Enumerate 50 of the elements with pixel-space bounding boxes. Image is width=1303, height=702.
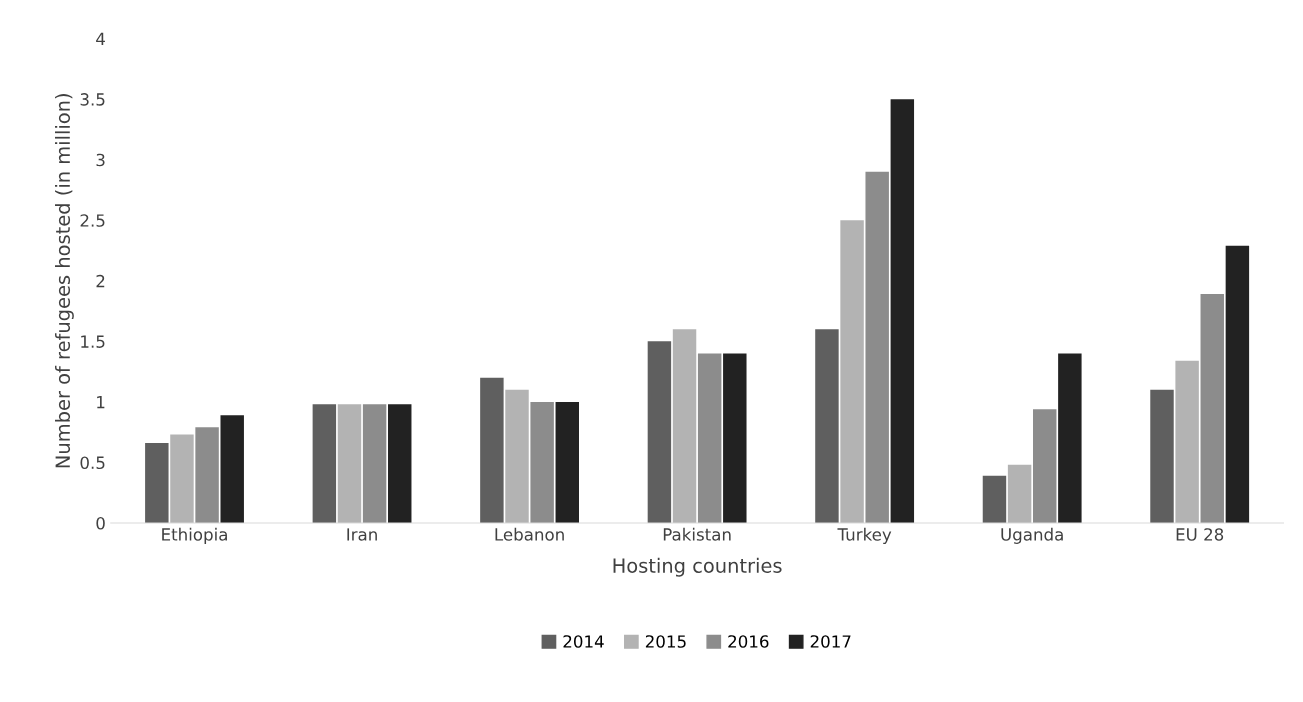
- bar: [815, 329, 839, 523]
- bar: [890, 99, 915, 523]
- x-tick-label: Lebanon: [495, 527, 564, 541]
- bar: [1200, 294, 1224, 523]
- bar: [840, 220, 864, 523]
- bar: [865, 171, 889, 523]
- y-tick-label: 0.5: [80, 456, 105, 470]
- y-tick-label: 4: [96, 32, 105, 45]
- bar: [195, 427, 219, 523]
- bar: [312, 404, 337, 523]
- legend-label: 2015: [645, 635, 686, 648]
- bar: [1150, 389, 1174, 523]
- y-tick-label: 2.5: [80, 214, 105, 227]
- x-axis-title: Hosting countries: [613, 557, 782, 577]
- bar: [647, 341, 672, 523]
- bar: [1058, 353, 1082, 523]
- x-tick-label: Uganda: [1001, 527, 1063, 544]
- bar: [388, 404, 412, 523]
- x-tick-label: Pakistan: [663, 527, 731, 541]
- bar: [530, 401, 554, 523]
- y-tick-label: 3.5: [80, 93, 105, 106]
- legend-label: 2016: [728, 635, 769, 648]
- x-tick-label: Ethiopia: [162, 527, 227, 544]
- y-tick-label: 3: [96, 153, 105, 167]
- bar: [1033, 409, 1057, 523]
- bar: [145, 443, 169, 523]
- bar: [505, 389, 529, 523]
- bar: [170, 434, 194, 523]
- bar: [1175, 360, 1199, 523]
- bar: [555, 401, 579, 523]
- bar: [220, 415, 244, 523]
- x-tick-label: Iran: [347, 528, 377, 541]
- bar: [982, 475, 1007, 523]
- bar: [697, 353, 722, 523]
- bar: [723, 353, 747, 523]
- y-tick-label: 0: [96, 516, 105, 530]
- y-tick-label: 1.5: [81, 335, 105, 348]
- legend-label: 2017: [810, 635, 851, 648]
- bar: [337, 404, 362, 523]
- bar: [1225, 245, 1250, 523]
- bar: [480, 377, 504, 523]
- x-tick-label: EU 28: [1176, 528, 1224, 541]
- y-tick-label: 2: [96, 274, 105, 288]
- x-tick-label: Turkey: [837, 527, 892, 544]
- bar: [362, 404, 387, 523]
- legend-label: 2014: [563, 635, 604, 648]
- bar: [1007, 464, 1032, 523]
- bar: [672, 329, 697, 523]
- y-tick-label: 1: [97, 396, 105, 409]
- y-axis-title: Number of refugees hosted (in million): [55, 94, 74, 468]
